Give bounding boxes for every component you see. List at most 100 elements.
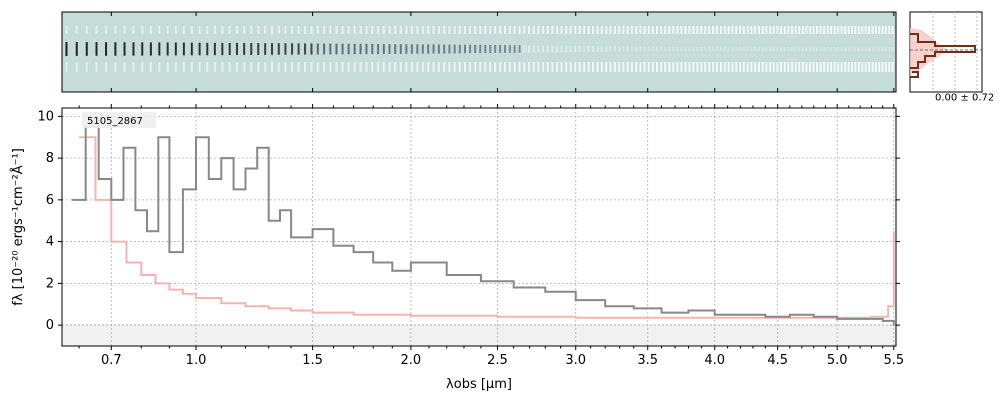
- spectrum-2d-column: [65, 42, 68, 56]
- spectrum-2d-noise: [794, 62, 797, 72]
- spectrum-2d-noise: [668, 62, 671, 72]
- spectrum-2d-noise: [123, 62, 126, 72]
- flux-point: [352, 251, 355, 253]
- spectrum-2d-column: [382, 44, 385, 54]
- spectrum-2d-noise: [371, 62, 374, 72]
- spectrum-2d-noise: [377, 26, 380, 34]
- spectrum-2d-column: [523, 45, 526, 53]
- spectrum-2d-noise: [310, 26, 313, 34]
- spectrum-2d-column: [837, 47, 840, 51]
- spectrum-2d-column: [479, 44, 482, 54]
- spectrum-2d-noise: [878, 62, 881, 72]
- spectrum-2d-noise: [158, 62, 161, 72]
- spectrum-2d-noise: [458, 62, 461, 72]
- spectrum-2d-column: [772, 47, 775, 51]
- spectrum-2d-noise: [833, 62, 836, 72]
- spectrum-2d-noise: [95, 26, 98, 34]
- histogram-gaussian-fill: [910, 28, 948, 76]
- spectrum-2d-noise: [851, 26, 854, 34]
- spectrum-2d-column: [443, 44, 446, 54]
- spectrum-2d-column: [750, 47, 753, 51]
- spectrum-2d-column: [277, 43, 280, 55]
- flux-point: [544, 290, 547, 293]
- flux-point: [739, 313, 742, 316]
- spectrum-2d-column: [532, 45, 535, 53]
- spectrum-2d-noise: [769, 26, 772, 34]
- spectrum-2d-column: [791, 47, 794, 51]
- spectrum-2d-noise: [228, 26, 231, 34]
- spectrum-2d-column: [833, 47, 836, 51]
- spectrum-2d-column: [844, 47, 847, 51]
- spectrum-2d-column: [881, 47, 884, 51]
- spectrum-2d-column: [871, 47, 874, 51]
- spectrum-2d-noise: [578, 26, 581, 34]
- flux-point: [332, 244, 335, 247]
- spectrum-2d-noise: [881, 62, 884, 72]
- flux-point: [512, 286, 515, 289]
- spectrum-2d-column: [257, 43, 260, 55]
- spectrum-2d-noise: [499, 26, 502, 34]
- spectrum-2d-noise: [868, 62, 871, 72]
- spectrum-2d-noise: [65, 62, 68, 72]
- spectrum-2d-noise: [503, 62, 506, 72]
- spectrum-2d-noise: [388, 26, 391, 34]
- spectrum-2d-ticks: [110, 12, 895, 92]
- flux-point: [687, 309, 690, 312]
- spectrum-2d-panel: [61, 11, 897, 93]
- spectrum-2d-noise: [592, 62, 595, 72]
- spectrum-2d-noise: [271, 62, 274, 72]
- spectrum-2d-noise: [888, 26, 891, 34]
- spectrum-2d-column: [688, 47, 691, 51]
- spectrum-2d-column: [798, 47, 801, 51]
- spectrum-2d-column: [243, 42, 246, 56]
- spectrum-2d-noise: [560, 26, 563, 34]
- spectrum-1d-frame: [61, 107, 897, 347]
- spectrum-2d-noise: [297, 26, 300, 34]
- spectrum-2d-column: [347, 43, 350, 55]
- spectrum-2d-column: [708, 47, 711, 51]
- spectrum-2d-noise: [85, 26, 88, 34]
- spectrum-2d-noise: [780, 26, 783, 34]
- spectrum-2d-column: [316, 43, 319, 55]
- spectrum-2d-noise: [523, 62, 526, 72]
- spectrum-2d-noise: [704, 26, 707, 34]
- spectrum-2d-noise: [639, 62, 642, 72]
- spectrum-2d-column: [494, 45, 497, 53]
- y-tick-label: 0: [46, 318, 54, 333]
- spectrum-2d-noise: [508, 26, 511, 34]
- spectrum-2d-noise: [353, 62, 356, 72]
- spectrum-2d-noise: [365, 62, 368, 72]
- spectrum-2d-noise: [221, 62, 224, 72]
- flux-point: [122, 146, 125, 149]
- spectrum-2d-noise: [635, 26, 638, 34]
- spectrum-2d-column: [405, 44, 408, 54]
- spectrum-2d-column: [600, 46, 603, 52]
- spectrum-2d-noise: [323, 26, 326, 34]
- spectrum-2d-column: [746, 47, 749, 51]
- spectrum-2d-noise: [618, 26, 621, 34]
- spectrum-2d-noise: [780, 62, 783, 72]
- spectrum-2d-column: [672, 46, 675, 52]
- spectrum-2d-noise: [668, 26, 671, 34]
- spectrum-2d-noise: [235, 62, 238, 72]
- spectrum-2d-noise: [437, 62, 440, 72]
- spectrum-2d-noise: [166, 62, 169, 72]
- spectrum-2d-noise: [432, 26, 435, 34]
- spectrum-2d-noise: [864, 62, 867, 72]
- spectrum-2d-column: [235, 42, 238, 56]
- spectrum-2d-noise: [630, 26, 633, 34]
- spectrum-2d-noise: [864, 26, 867, 34]
- spectrum-2d-noise: [600, 26, 603, 34]
- spectrum-2d-noise: [499, 62, 502, 72]
- spectrum-2d-noise: [206, 62, 209, 72]
- spectrum-2d-column: [453, 44, 456, 54]
- spectrum-2d-noise: [427, 26, 430, 34]
- spectrum-2d-noise: [704, 62, 707, 72]
- x-tick-label: 2.5: [487, 353, 508, 368]
- spectrum-2d-noise: [432, 62, 435, 72]
- spectrum-2d-column: [719, 47, 722, 51]
- spectrum-2d-noise: [757, 26, 760, 34]
- spectrum-2d-column: [840, 47, 843, 51]
- x-tick-label: 1.5: [302, 353, 323, 368]
- flux-point: [574, 299, 577, 301]
